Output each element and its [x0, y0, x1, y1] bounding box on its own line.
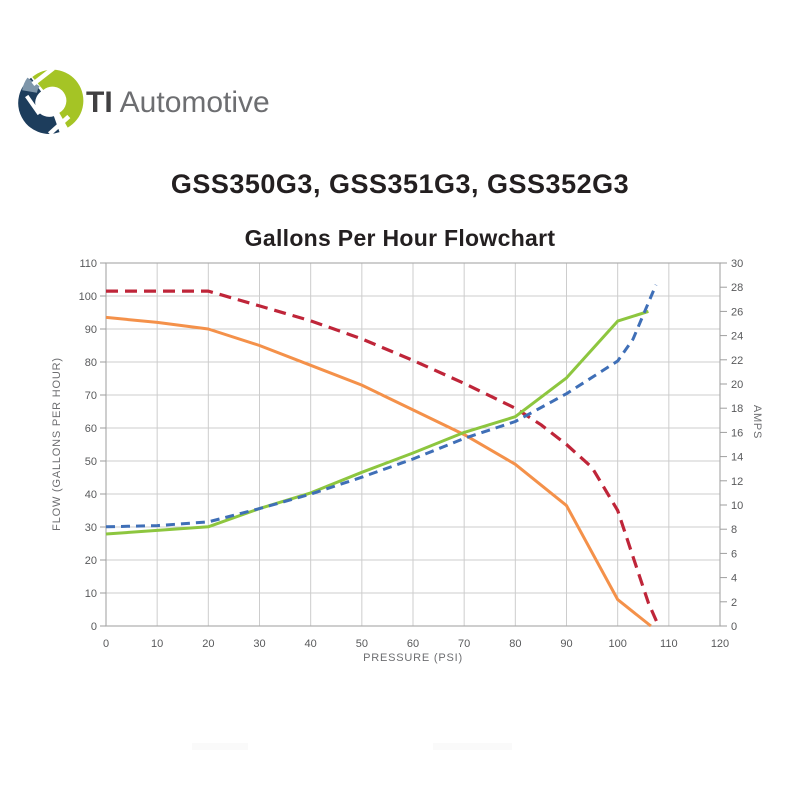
y-right-tick-label: 14	[731, 452, 743, 464]
y-axis-label-left: FLOW (GALLONS PER HOUR)	[51, 357, 63, 531]
x-tick-label: 20	[202, 638, 214, 650]
y-right-tick-label: 8	[731, 524, 737, 536]
y-left-tick-label: 0	[91, 621, 97, 633]
faded-footer-mark	[433, 743, 512, 750]
x-tick-label: 30	[253, 638, 265, 650]
series-amps-blue-dashed	[105, 284, 658, 529]
y-left-tick-label: 80	[85, 357, 97, 369]
y-right-tick-label: 0	[731, 621, 737, 633]
y-right-tick-label: 4	[731, 573, 737, 585]
plot-frame	[105, 262, 721, 627]
series-flow-orange-solid	[105, 315, 652, 628]
brand-wordmark: TI Automotive	[86, 86, 270, 120]
logo-swirl-icon	[18, 66, 84, 136]
y-left-tick-label: 50	[85, 456, 97, 468]
page-title: GSS350G3, GSS351G3, GSS352G3	[170, 169, 630, 199]
y-right-tick-label: 16	[731, 427, 743, 439]
faded-footer-mark	[192, 743, 248, 750]
y-right-tick-label: 6	[731, 548, 737, 560]
chart-title: Gallons Per Hour Flowchart	[244, 225, 556, 251]
x-tick-label: 50	[356, 638, 368, 650]
y-left-tick-label: 40	[85, 489, 97, 501]
y-axis-label-right: AMPS	[751, 404, 763, 440]
series-amps-green-solid	[105, 309, 649, 536]
y-right-tick-label: 28	[731, 282, 743, 294]
y-right-tick-label: 30	[731, 258, 743, 270]
y-left-tick-label: 70	[85, 390, 97, 402]
y-right-tick-label: 2	[731, 597, 737, 609]
x-tick-label: 110	[660, 638, 678, 650]
y-left-tick-label: 10	[85, 588, 97, 600]
x-axis-label: PRESSURE (PSI)	[363, 652, 463, 664]
series-flow-red-dashed	[106, 289, 661, 627]
y-left-tick-label: 60	[85, 423, 97, 435]
x-tick-label: 120	[711, 638, 729, 650]
y-right-tick-label: 24	[731, 331, 743, 343]
brand-rest: Automotive	[119, 86, 270, 119]
y-right-tick-label: 12	[731, 476, 743, 488]
y-left-tick-label: 110	[79, 258, 97, 270]
ti-automotive-logo	[18, 66, 84, 136]
y-left-tick-label: 30	[85, 522, 97, 534]
y-right-tick-label: 22	[731, 355, 743, 367]
brand-bold: TI	[86, 86, 113, 119]
y-left-tick-label: 20	[85, 555, 97, 567]
x-tick-label: 100	[608, 638, 626, 650]
x-tick-label: 0	[103, 638, 109, 650]
x-tick-label: 90	[560, 638, 572, 650]
x-tick-label: 10	[151, 638, 163, 650]
x-tick-label: 40	[305, 638, 317, 650]
x-tick-label: 60	[407, 638, 419, 650]
y-left-tick-label: 90	[85, 324, 97, 336]
y-right-tick-label: 26	[731, 306, 743, 318]
y-right-tick-label: 20	[731, 379, 743, 391]
y-left-tick-label: 100	[79, 291, 97, 303]
y-right-tick-label: 18	[731, 403, 743, 415]
x-tick-label: 70	[458, 638, 470, 650]
y-right-tick-label: 10	[731, 500, 743, 512]
x-tick-label: 80	[509, 638, 521, 650]
